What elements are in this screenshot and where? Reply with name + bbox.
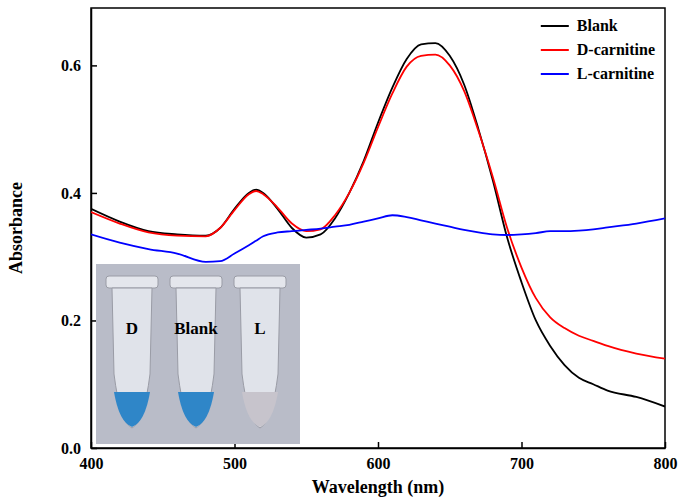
tick-label: 500 [223, 455, 247, 472]
plot-frame [91, 8, 665, 448]
tick-mark [665, 442, 667, 448]
inset-photo: D Blank L [96, 264, 300, 444]
tube-body [112, 288, 152, 428]
tick-mark [91, 448, 97, 450]
tick-mark [91, 65, 97, 67]
tube-cap [234, 276, 286, 288]
series-line [91, 215, 665, 262]
legend-swatch [541, 25, 569, 27]
legend: Blank D-carnitine L-carnitine [541, 17, 655, 82]
tick: 0.6 [61, 57, 97, 74]
tube-liquid [114, 392, 150, 427]
tube: D [106, 276, 158, 428]
x-axis-title: Wavelength (nm) [312, 477, 445, 498]
tube: Blank [170, 276, 222, 428]
tick-label: 0.4 [61, 185, 81, 202]
legend-label: Blank [577, 17, 618, 34]
tick: 600 [367, 442, 391, 472]
tick-label: 800 [654, 455, 678, 472]
tick: 500 [223, 442, 247, 472]
tube: L [234, 276, 286, 428]
tube-body [240, 288, 280, 428]
tube-liquid [178, 392, 214, 427]
plot: 4005006007008000.00.20.40.6DBlankLBlankD… [61, 8, 678, 472]
inset-background [96, 264, 300, 444]
series-line [91, 55, 665, 359]
tick-label: 600 [367, 455, 391, 472]
chart: 4005006007008000.00.20.40.6DBlankLBlankD… [0, 0, 685, 501]
x-axis: 400 500 600 700 800 [80, 442, 678, 472]
tick-mark [378, 442, 380, 448]
tick-label: 700 [510, 455, 534, 472]
tube-liquid [242, 392, 278, 427]
legend-swatch [541, 49, 569, 51]
tube-cap [106, 276, 158, 288]
tick-mark [521, 442, 523, 448]
tick: 800 [654, 442, 678, 472]
tick-label: 0.2 [61, 312, 81, 329]
axis-line [91, 9, 93, 449]
tick-label: 400 [80, 455, 104, 472]
legend-item: D-carnitine [541, 41, 655, 58]
tube-label: Blank [174, 319, 218, 338]
tick: 0.4 [61, 185, 97, 202]
tick: 700 [510, 442, 534, 472]
tick: 0.0 [61, 440, 97, 457]
y-axis: 0.0 0.2 0.4 0.6 [61, 9, 97, 457]
tube-cap [170, 276, 222, 288]
legend-item: L-carnitine [541, 65, 654, 82]
tube-label: L [254, 319, 265, 338]
y-axis-title: Absorbance [6, 182, 26, 274]
tick-label: 0.6 [61, 57, 81, 74]
tick-label: 0.0 [61, 440, 81, 457]
series-line [91, 43, 665, 406]
tube-body [176, 288, 216, 428]
legend-label: D-carnitine [577, 41, 655, 58]
tick: 0.2 [61, 312, 97, 329]
legend-label: L-carnitine [577, 65, 654, 82]
tube-label: D [126, 319, 138, 338]
legend-swatch [541, 73, 569, 75]
tick-mark [91, 193, 97, 195]
lines [91, 43, 665, 406]
legend-item: Blank [541, 17, 618, 34]
